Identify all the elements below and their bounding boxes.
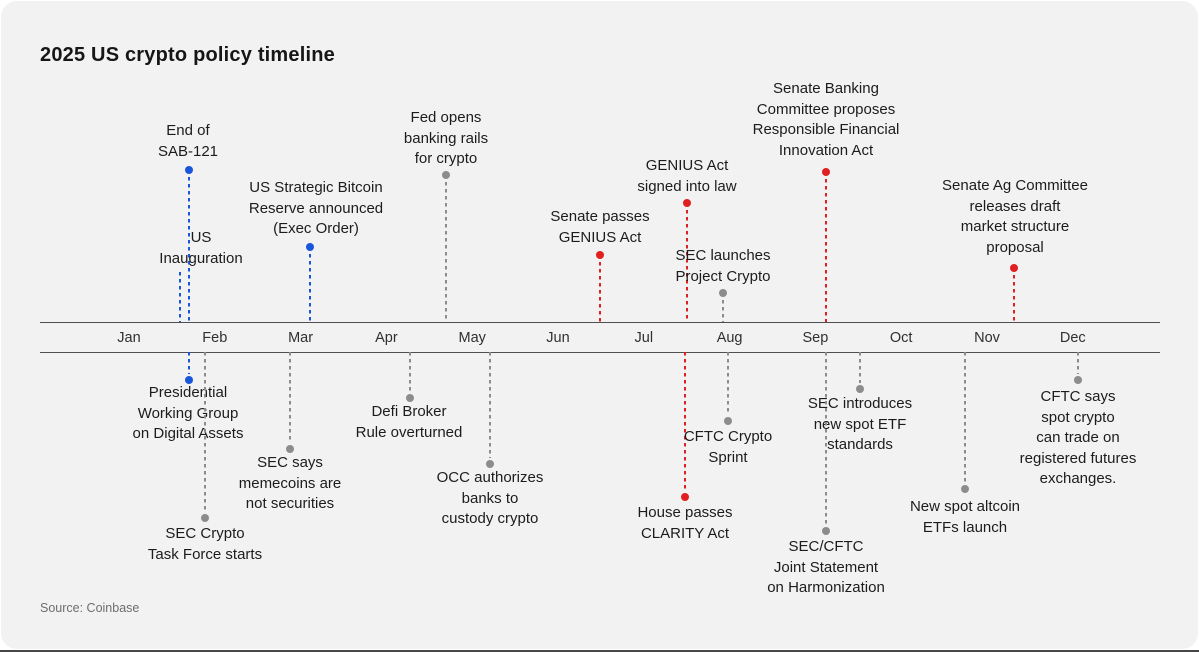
event-connector [489,352,491,458]
window-bottom-edge [0,650,1199,652]
axis-month-label: Dec [1059,330,1086,346]
event-label: Senate Banking Committee proposes Respon… [752,80,900,159]
event-connector [188,177,190,322]
event-label: OCC authorizes banks to custody crypto [436,469,544,527]
axis-month-label: May [458,330,486,346]
event-dot [486,460,494,468]
event-label: Senate Ag Committee releases draft marke… [942,177,1088,256]
event-dot [1010,264,1018,272]
event-label: SEC/CFTC Joint Statement on Harmonizatio… [767,538,885,596]
axis-month-label: Apr [375,330,398,346]
event-connector [825,179,827,322]
event-connector [964,352,966,483]
axis-month-label: Mar [288,330,314,346]
event-connector [204,352,206,512]
event-connector [825,352,827,525]
event-dot [306,243,314,251]
axis-month-label: Sep [802,330,829,346]
event-connector [289,352,291,443]
event-label: Presidential Working Group on Digital As… [132,384,244,442]
event-connector [179,272,181,322]
timeline-axis-line [40,322,1160,323]
event-dot [1074,376,1082,384]
event-connector [188,352,190,374]
event-connector [309,254,311,322]
event-dot [719,289,727,297]
event-connector [859,352,861,383]
event-connector [445,182,447,322]
event-dot [681,493,689,501]
event-label: CFTC says spot crypto can trade on regis… [1019,388,1137,487]
timeline-axis-line [40,352,1160,353]
axis-month-label: Jun [546,330,570,346]
event-label: US Strategic Bitcoin Reserve announced (… [248,179,384,237]
event-label: End of SAB-121 [157,122,219,160]
axis-month-label: Feb [202,330,228,346]
event-connector [722,300,724,322]
event-dot [856,385,864,393]
event-label: GENIUS Act signed into law [637,157,737,195]
event-dot [822,168,830,176]
event-connector [727,352,729,415]
event-label: Defi Broker Rule overturned [355,403,463,441]
event-connector [684,352,686,491]
event-label: US Inauguration [159,229,243,267]
event-dot [442,171,450,179]
event-dot [596,251,604,259]
axis-month-label: Jul [634,330,654,346]
event-label: CFTC Crypto Sprint [683,428,773,466]
axis-month-label: Nov [974,330,1000,346]
event-connector [409,352,411,392]
event-label: SEC says memecoins are not securities [238,454,342,512]
event-label: SEC introduces new spot ETF standards [807,395,913,453]
event-dot [822,527,830,535]
event-dot [724,417,732,425]
axis-month-label: Jan [117,330,141,346]
event-dot [961,485,969,493]
source-label: Source: Coinbase [40,601,140,615]
event-label: Senate passes GENIUS Act [550,208,650,246]
event-dot [185,376,193,384]
event-label: SEC Crypto Task Force starts [147,525,263,563]
axis-month-label: Aug [716,330,743,346]
event-connector [1013,275,1015,322]
event-dot [406,394,414,402]
event-connector [1077,352,1079,374]
event-dot [185,166,193,174]
event-connector [686,210,688,322]
event-dot [201,514,209,522]
event-dot [683,199,691,207]
event-label: SEC launches Project Crypto [675,247,771,285]
axis-month-label: Oct [889,330,913,346]
event-label: Fed opens banking rails for crypto [403,109,489,167]
event-label: New spot altcoin ETFs launch [909,498,1021,536]
event-dot [286,445,294,453]
chart-title: 2025 US crypto policy timeline [40,44,335,66]
event-label: House passes CLARITY Act [637,504,733,542]
event-connector [599,262,601,322]
